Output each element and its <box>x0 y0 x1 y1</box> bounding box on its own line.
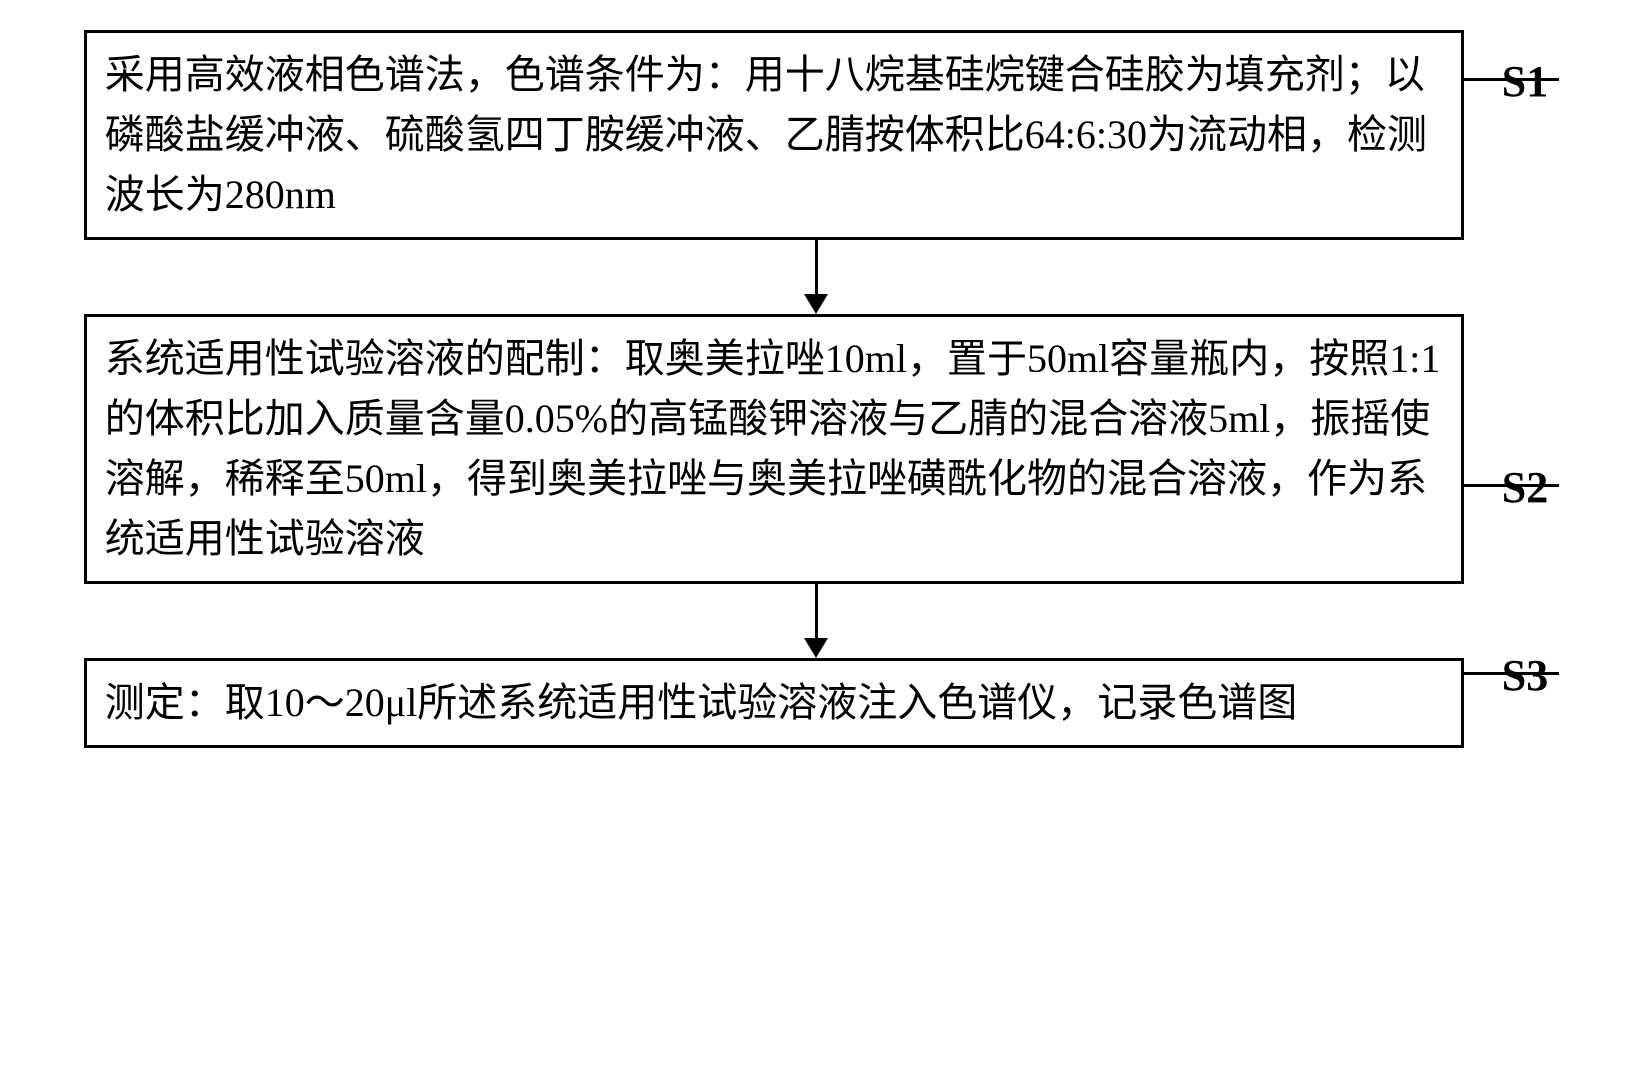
arrow-line <box>815 240 818 294</box>
node-text-s3: 测定：取10～20μl所述系统适用性试验溶液注入色谱仪，记录色谱图 <box>105 673 1443 733</box>
node-label-s1: S1 <box>1502 56 1548 107</box>
flowchart-row-s1: 采用高效液相色谱法，色谱条件为：用十八烷基硅烷键合硅胶为填充剂；以磷酸盐缓冲液、… <box>84 30 1548 240</box>
arrow-head-icon <box>804 294 828 314</box>
flowchart-row-s3: 测定：取10～20μl所述系统适用性试验溶液注入色谱仪，记录色谱图 S3 <box>84 658 1548 748</box>
arrow-line <box>815 584 818 638</box>
flowchart-row-s2: 系统适用性试验溶液的配制：取奥美拉唑10ml，置于50ml容量瓶内，按照1:1的… <box>84 314 1548 584</box>
node-text-s2: 系统适用性试验溶液的配制：取奥美拉唑10ml，置于50ml容量瓶内，按照1:1的… <box>105 329 1443 569</box>
flowchart-arrow-2 <box>126 584 1506 658</box>
flowchart-container: 采用高效液相色谱法，色谱条件为：用十八烷基硅烷键合硅胶为填充剂；以磷酸盐缓冲液、… <box>40 30 1592 748</box>
flowchart-node-s3: 测定：取10～20μl所述系统适用性试验溶液注入色谱仪，记录色谱图 <box>84 658 1464 748</box>
node-label-s3: S3 <box>1502 650 1548 701</box>
flowchart-node-s2: 系统适用性试验溶液的配制：取奥美拉唑10ml，置于50ml容量瓶内，按照1:1的… <box>84 314 1464 584</box>
flowchart-node-s1: 采用高效液相色谱法，色谱条件为：用十八烷基硅烷键合硅胶为填充剂；以磷酸盐缓冲液、… <box>84 30 1464 240</box>
node-text-s1: 采用高效液相色谱法，色谱条件为：用十八烷基硅烷键合硅胶为填充剂；以磷酸盐缓冲液、… <box>105 45 1443 225</box>
flowchart-arrow-1 <box>126 240 1506 314</box>
node-label-s2: S2 <box>1502 462 1548 513</box>
arrow-head-icon <box>804 638 828 658</box>
